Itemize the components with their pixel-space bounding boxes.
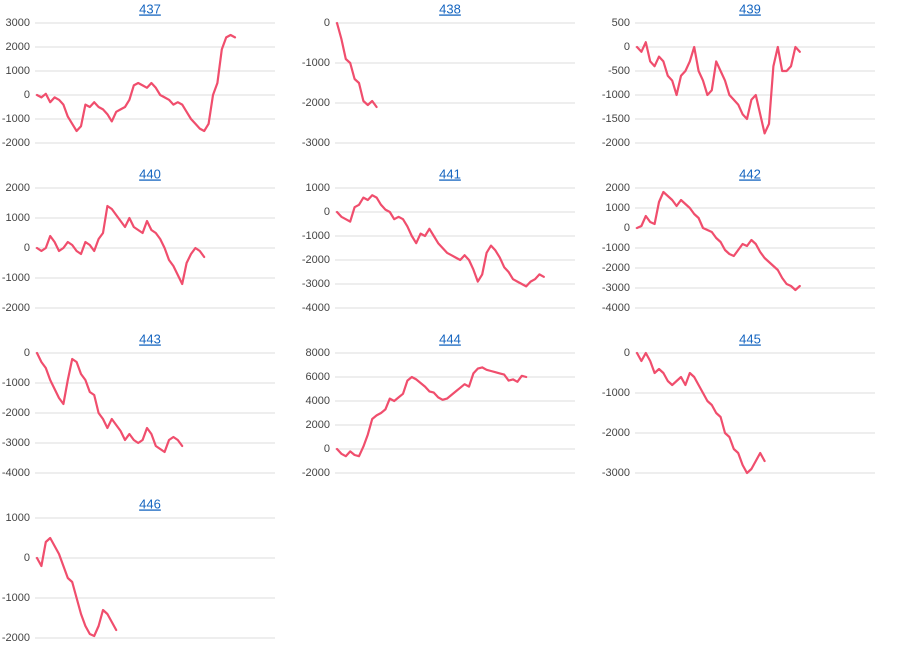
chart: 438 0 -1000 -2000 -3000 [302,1,575,149]
chart-title[interactable]: 445 [739,331,761,346]
y-tick-label: -3000 [2,437,30,449]
y-tick-label: 1000 [6,212,30,224]
y-tick-label: -3000 [602,467,630,479]
y-tick-label: -2000 [302,254,330,266]
series-line [635,190,801,292]
y-tick-label: 2000 [6,182,30,194]
y-tick-label: -2000 [602,427,630,439]
y-tick-label: -1000 [602,242,630,254]
y-tick-label: -1000 [302,57,330,69]
y-tick-label: -2000 [2,407,30,419]
chart-title[interactable]: 446 [139,496,161,511]
y-tick-label: 8000 [306,347,330,359]
chart-title[interactable]: 443 [139,331,161,346]
chart: 439 500 0 -500 -1000 -1500 -2000 [602,1,875,149]
y-tick-label: -4000 [602,302,630,314]
chart-title[interactable]: 439 [739,1,761,16]
y-tick-label: 1000 [6,65,30,77]
y-tick-label: -3000 [302,137,330,149]
y-tick-label: -1500 [602,113,630,125]
series-line [335,194,545,288]
chart: 441 1000 0 -1000 -2000 -3000 -4000 [302,166,575,314]
y-tick-label: 6000 [306,371,330,383]
chart-title[interactable]: 442 [739,166,761,181]
y-tick-label: -3000 [302,278,330,290]
chart: 443 0 -1000 -2000 -3000 -4000 [2,331,275,479]
chart: 440 2000 1000 0 -1000 -2000 [2,166,275,314]
y-tick-label: 0 [624,347,630,359]
y-tick-label: -1000 [2,592,30,604]
y-tick-label: 1000 [6,512,30,524]
y-tick-label: -2000 [602,137,630,149]
y-tick-label: -1000 [602,89,630,101]
chart-title[interactable]: 444 [439,331,461,346]
chart-title[interactable]: 437 [139,1,161,16]
chart: 442 2000 1000 0 -1000 -2000 -3000 -4000 [602,166,875,314]
y-tick-label: -2000 [2,302,30,314]
y-tick-label: -2000 [602,262,630,274]
y-tick-label: -2000 [2,137,30,149]
y-tick-label: -1000 [602,387,630,399]
y-tick-label: 0 [24,242,30,254]
series-line [35,536,118,638]
y-tick-label: -1000 [2,377,30,389]
y-tick-label: 4000 [306,395,330,407]
chart: 437 3000 2000 1000 0 -1000 -2000 [2,1,275,149]
y-tick-label: 1000 [606,202,630,214]
series-line [635,351,766,475]
y-tick-label: -500 [608,65,630,77]
y-tick-label: 0 [24,89,30,101]
series-line [35,351,184,454]
y-tick-label: -3000 [602,282,630,294]
y-tick-label: -2000 [2,632,30,644]
chart-title[interactable]: 438 [439,1,461,16]
chart-title[interactable]: 440 [139,166,161,181]
y-tick-label: 0 [324,443,330,455]
chart-title[interactable]: 441 [439,166,461,181]
chart: 445 0 -1000 -2000 -3000 [602,331,875,479]
y-tick-label: 2000 [6,41,30,53]
y-tick-label: 0 [324,206,330,218]
y-tick-label: 1000 [306,182,330,194]
y-tick-label: -4000 [302,302,330,314]
series-line [35,204,206,286]
y-tick-label: -2000 [302,97,330,109]
y-tick-label: -2000 [302,467,330,479]
chart: 444 8000 6000 4000 2000 0 -2000 [302,331,575,479]
series-line [335,366,528,458]
y-tick-label: -1000 [2,272,30,284]
y-tick-label: -4000 [2,467,30,479]
y-tick-label: 3000 [6,17,30,29]
y-tick-label: 0 [24,347,30,359]
y-tick-label: -1000 [2,113,30,125]
y-tick-label: 500 [612,17,630,29]
chart: 446 1000 0 -1000 -2000 [2,496,275,644]
y-tick-label: 2000 [606,182,630,194]
y-tick-label: 2000 [306,419,330,431]
y-tick-label: 0 [24,552,30,564]
y-tick-label: -1000 [302,230,330,242]
series-line [35,33,237,133]
y-tick-label: 0 [624,41,630,53]
series-line [635,41,801,135]
series-line [335,21,378,109]
y-tick-label: 0 [624,222,630,234]
y-tick-label: 0 [324,17,330,29]
